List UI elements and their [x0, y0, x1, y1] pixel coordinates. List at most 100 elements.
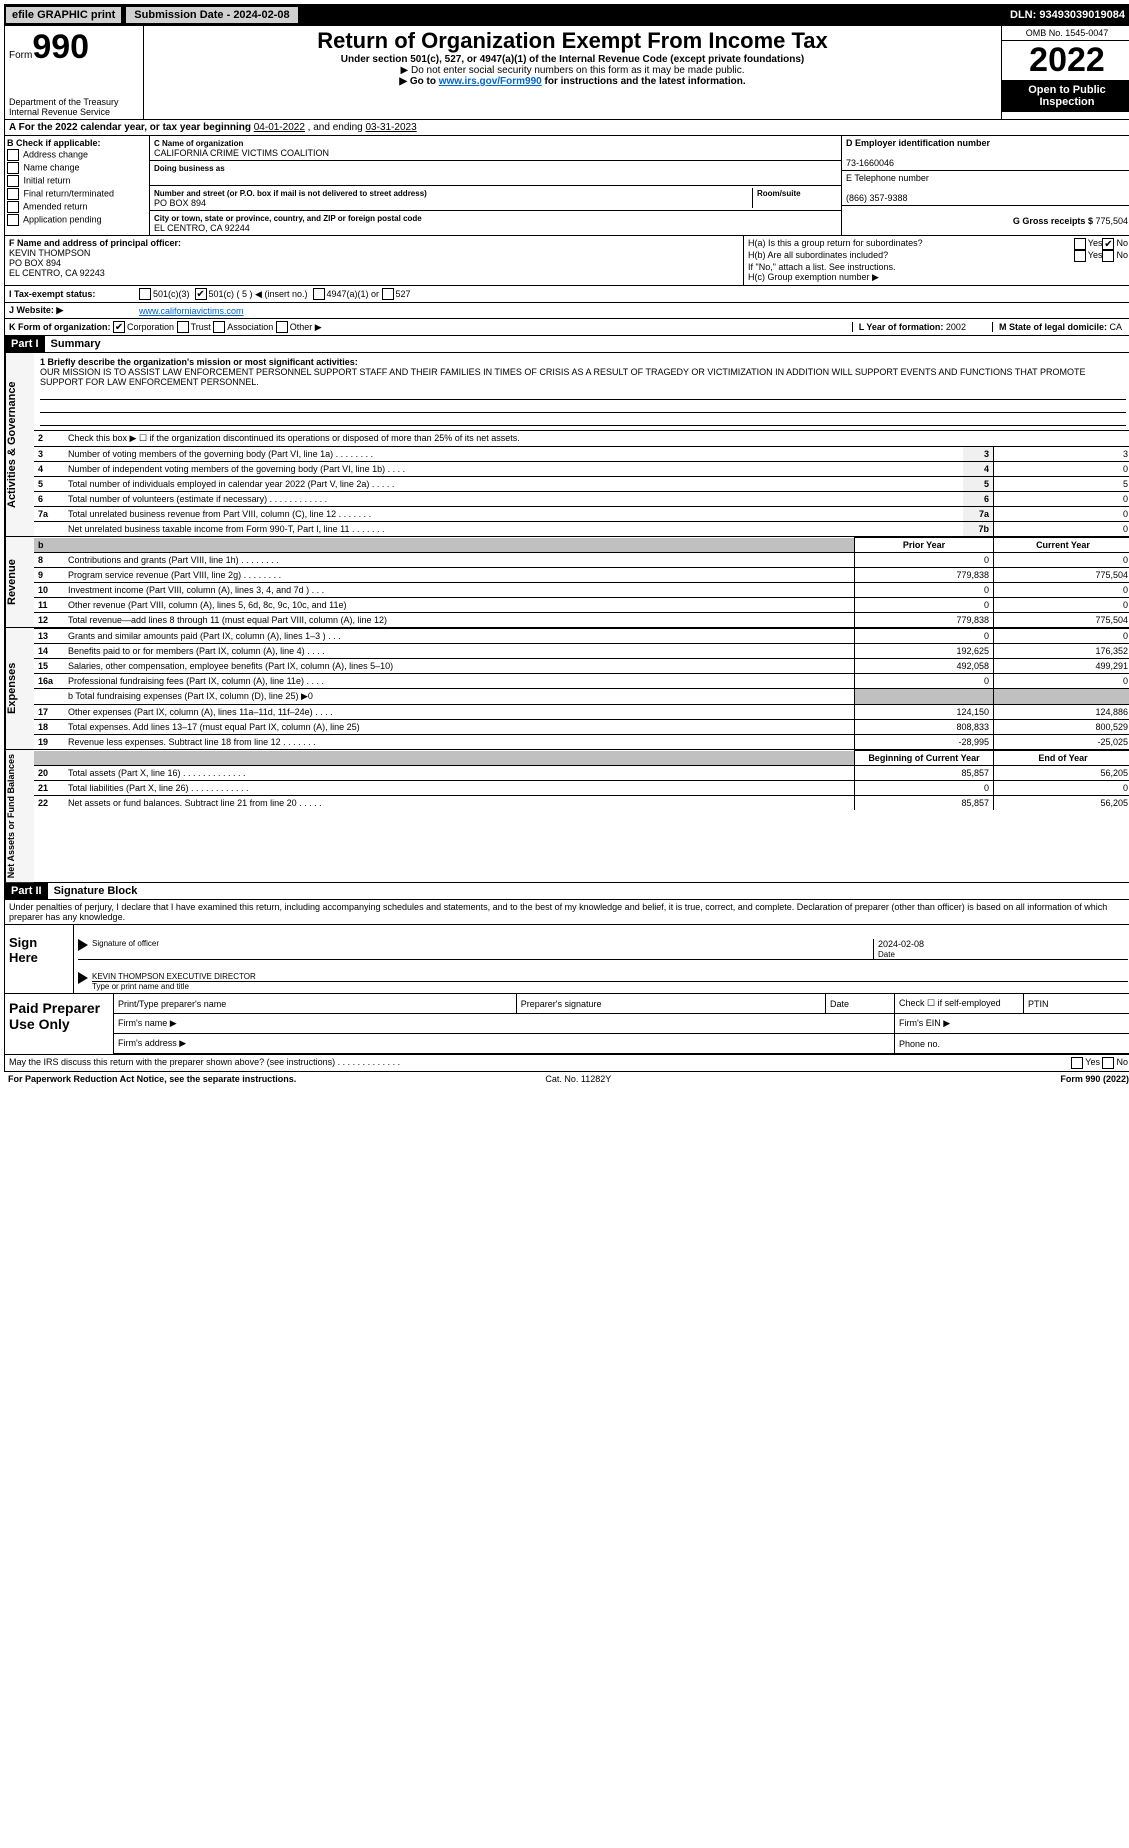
- p17: 124,150: [855, 705, 994, 720]
- tax-status-row: I Tax-exempt status: 501(c)(3) 501(c) ( …: [4, 286, 1129, 303]
- c14: 176,352: [994, 644, 1129, 659]
- form-label-footer: Form 990 (2022): [1060, 1074, 1129, 1084]
- val5: 5: [994, 477, 1129, 492]
- 4947-checkbox[interactable]: [313, 288, 325, 300]
- room-label: Room/suite: [757, 189, 801, 198]
- initial-return-checkbox[interactable]: [7, 175, 19, 187]
- prior-year-hdr: Prior Year: [855, 538, 994, 553]
- p13: 0: [855, 629, 994, 644]
- gross-receipts-label: G Gross receipts $: [1013, 216, 1096, 226]
- website-link[interactable]: www.californiavictims.com: [139, 306, 244, 316]
- p10: 0: [855, 583, 994, 598]
- preparer-section: Paid Preparer Use Only Print/Type prepar…: [4, 994, 1129, 1055]
- irs-label: Internal Revenue Service: [9, 107, 139, 117]
- 501c-checkbox[interactable]: [195, 288, 207, 300]
- hb-label: H(b) Are all subordinates included?: [748, 250, 1074, 262]
- paid-preparer-label: Paid Preparer Use Only: [5, 994, 114, 1054]
- amended-checkbox[interactable]: [7, 201, 19, 213]
- addr-change-checkbox[interactable]: [7, 149, 19, 161]
- submission-date-button[interactable]: Submission Date - 2024-02-08: [125, 6, 298, 24]
- form-word: Form: [9, 50, 32, 61]
- c22: 56,205: [994, 796, 1129, 811]
- line5: Total number of individuals employed in …: [64, 477, 963, 492]
- app-pending-checkbox[interactable]: [7, 214, 19, 226]
- ha-yes-checkbox[interactable]: [1074, 238, 1086, 250]
- dln-label: DLN: 93493039019084: [1010, 9, 1129, 21]
- 501c3-checkbox[interactable]: [139, 288, 151, 300]
- arrow-icon-2: [78, 972, 88, 984]
- prep-sig-label: Preparer's signature: [516, 994, 825, 1014]
- form-header: Form990 Department of the Treasury Inter…: [4, 26, 1129, 120]
- self-emp-label: Check ☐ if self-employed: [895, 994, 1024, 1014]
- subtitle-1: Under section 501(c), 527, or 4947(a)(1)…: [150, 54, 995, 65]
- hb-yes-checkbox[interactable]: [1074, 250, 1086, 262]
- p22: 85,857: [855, 796, 994, 811]
- cat-no: Cat. No. 11282Y: [545, 1074, 611, 1084]
- mayirs-no: No: [1116, 1057, 1128, 1069]
- line15: Salaries, other compensation, employee b…: [64, 659, 855, 674]
- c12: 775,504: [994, 613, 1129, 628]
- c19: -25,025: [994, 735, 1129, 750]
- trust-label: Trust: [191, 322, 211, 332]
- state-domicile-label: M State of legal domicile:: [999, 322, 1110, 332]
- name-change-checkbox[interactable]: [7, 162, 19, 174]
- val6: 0: [994, 492, 1129, 507]
- side-expenses: Expenses: [5, 628, 34, 749]
- ein-label: D Employer identification number: [846, 138, 990, 148]
- part2-bar: Part II Signature Block: [4, 883, 1129, 900]
- ha-label: H(a) Is this a group return for subordin…: [748, 238, 1074, 250]
- mayirs-no-checkbox[interactable]: [1102, 1057, 1114, 1069]
- ha-no-checkbox[interactable]: [1102, 238, 1114, 250]
- governance-section: Activities & Governance 1 Briefly descri…: [4, 353, 1129, 537]
- val7a: 0: [994, 507, 1129, 522]
- page-footer: For Paperwork Reduction Act Notice, see …: [4, 1072, 1129, 1086]
- open-to-public: Open to PublicInspection: [1002, 80, 1129, 112]
- mission-text: OUR MISSION IS TO ASSIST LAW ENFORCEMENT…: [40, 367, 1086, 387]
- mayirs-yes: Yes: [1085, 1057, 1100, 1069]
- p19: -28,995: [855, 735, 994, 750]
- assoc-checkbox[interactable]: [213, 321, 225, 333]
- corp-label: Corporation: [127, 322, 174, 332]
- phone-no-label: Phone no.: [895, 1034, 1129, 1054]
- form-org-label: K Form of organization:: [9, 322, 111, 332]
- final-return-label: Final return/terminated: [24, 188, 115, 198]
- part2-title: Signature Block: [54, 885, 138, 897]
- other-label: Other ▶: [290, 322, 322, 333]
- right-column: D Employer identification number 73-1660…: [842, 136, 1129, 235]
- final-return-checkbox[interactable]: [7, 188, 19, 200]
- trust-checkbox[interactable]: [177, 321, 189, 333]
- part2-header: Part II: [5, 883, 48, 899]
- mayirs-yes-checkbox[interactable]: [1071, 1057, 1083, 1069]
- line7b: Net unrelated business taxable income fr…: [64, 522, 963, 537]
- c9: 775,504: [994, 568, 1129, 583]
- other-checkbox[interactable]: [276, 321, 288, 333]
- tax-status-label: I Tax-exempt status:: [9, 289, 139, 299]
- website-row: J Website: ▶ www.californiavictims.com: [4, 303, 1129, 319]
- line2: Check this box ▶ ☐ if the organization d…: [64, 431, 1129, 447]
- city-value: EL CENTRO, CA 92244: [154, 223, 250, 233]
- prep-date-label: Date: [826, 994, 895, 1014]
- officer-name-title: KEVIN THOMPSON EXECUTIVE DIRECTOR: [92, 972, 256, 981]
- c17: 124,886: [994, 705, 1129, 720]
- p12: 779,838: [855, 613, 994, 628]
- arrow-icon: [78, 939, 88, 951]
- officer-addr2: EL CENTRO, CA 92243: [9, 268, 105, 278]
- hb-note: If "No," attach a list. See instructions…: [748, 262, 1128, 272]
- c10: 0: [994, 583, 1129, 598]
- val4: 0: [994, 462, 1129, 477]
- assoc-label: Association: [227, 322, 273, 332]
- addr-change-label: Address change: [23, 149, 88, 159]
- line19: Revenue less expenses. Subtract line 18 …: [64, 735, 855, 750]
- corp-checkbox[interactable]: [113, 321, 125, 333]
- 527-checkbox[interactable]: [382, 288, 394, 300]
- expenses-section: Expenses 13Grants and similar amounts pa…: [4, 628, 1129, 750]
- hb-yes: Yes: [1088, 250, 1103, 262]
- title-box: Return of Organization Exempt From Incom…: [144, 26, 1001, 119]
- c16a: 0: [994, 674, 1129, 689]
- irs-link[interactable]: www.irs.gov/Form990: [439, 76, 542, 87]
- form-number-box: Form990 Department of the Treasury Inter…: [5, 26, 144, 119]
- hb-no-checkbox[interactable]: [1102, 250, 1114, 262]
- omb-number: OMB No. 1545-0047: [1002, 26, 1129, 41]
- sig-date: 2024-02-08: [878, 939, 924, 949]
- org-name-label: C Name of organization: [154, 139, 243, 148]
